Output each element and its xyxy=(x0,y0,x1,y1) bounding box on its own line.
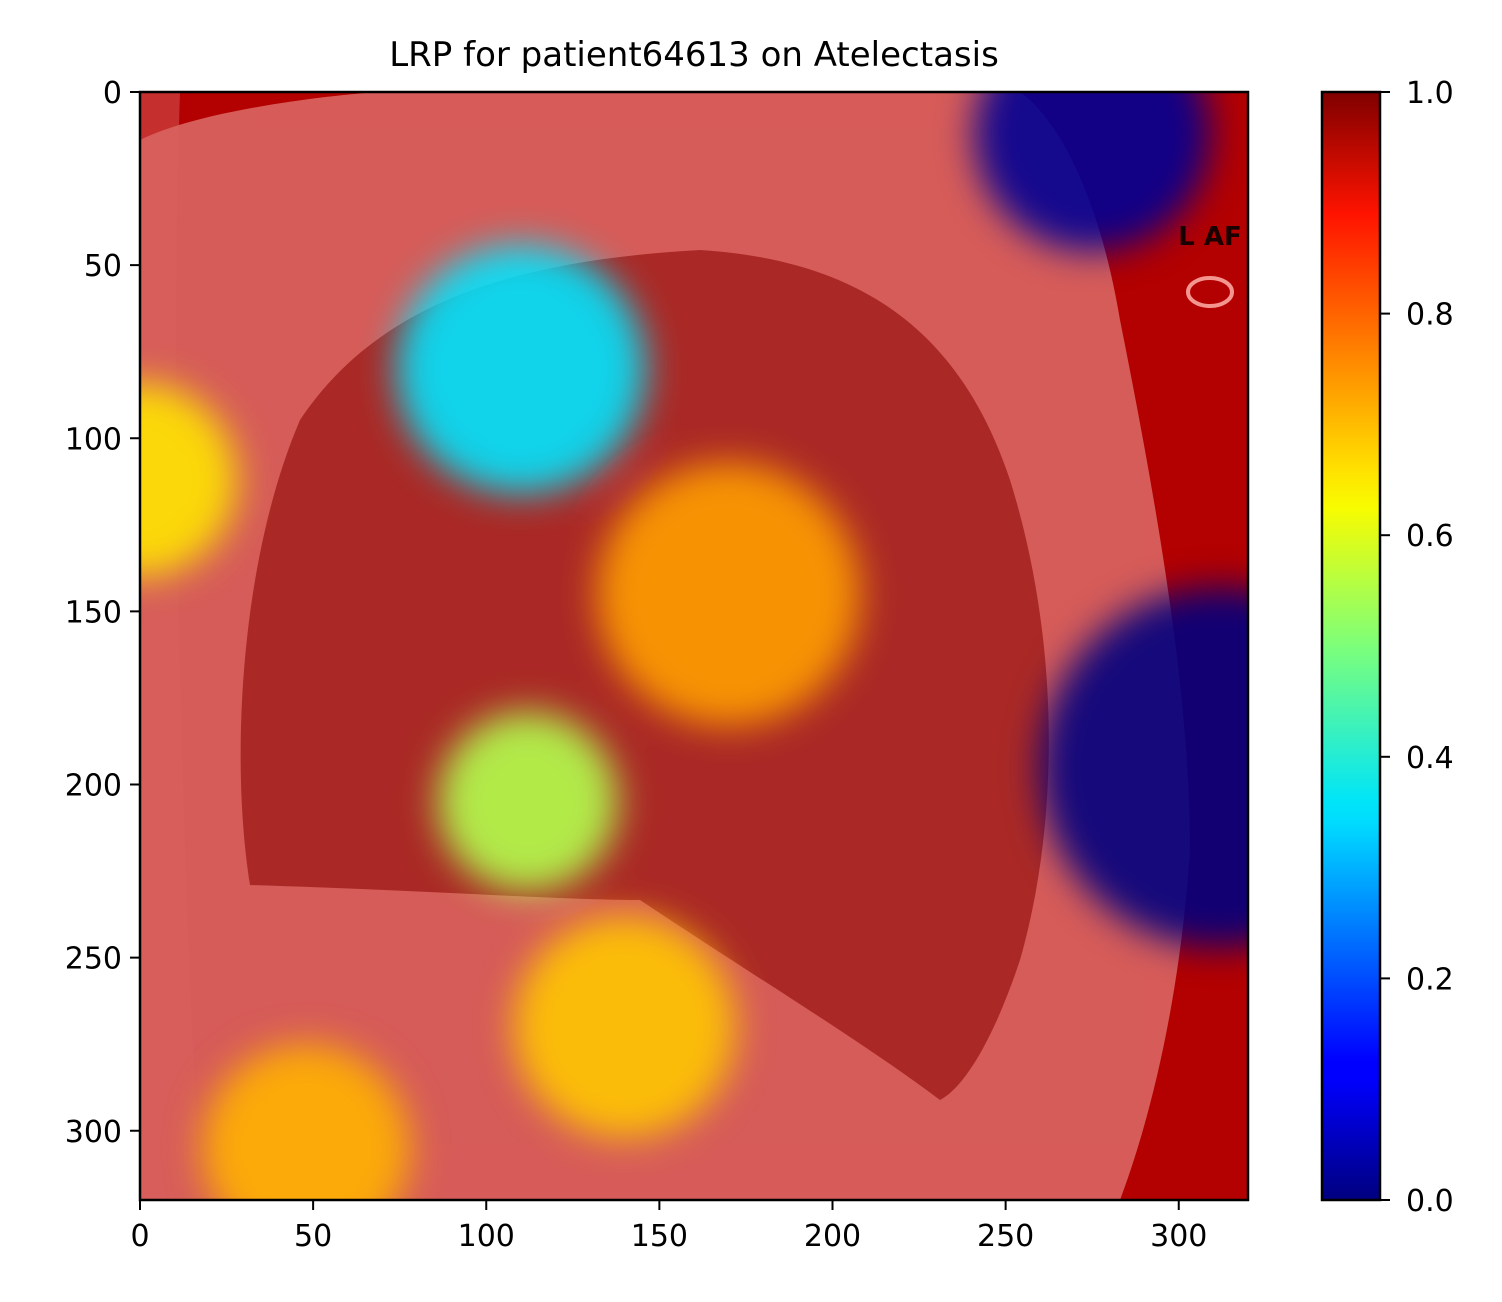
y-axis: 0 50 100 150 200 250 300 xyxy=(65,76,140,1150)
y-tick-label: 300 xyxy=(65,1115,122,1150)
relevance-hotspot xyxy=(202,1044,411,1200)
x-tick-label: 0 xyxy=(130,1219,149,1254)
plot-frame xyxy=(138,90,1250,1202)
colorbar-frame xyxy=(1320,90,1382,1202)
colorbar: 0.0 0.2 0.4 0.6 0.8 1.0 xyxy=(1320,76,1454,1219)
plot-area: L AF xyxy=(140,92,1248,1200)
relevance-hotspot xyxy=(396,244,646,494)
relevance-hotspot xyxy=(597,462,861,726)
colorbar-tick-label: 0.6 xyxy=(1406,519,1454,554)
x-axis: 0 50 100 150 200 250 300 xyxy=(130,1200,1207,1254)
relevance-hotspot xyxy=(437,711,618,892)
colorbar-tick-label: 0.0 xyxy=(1406,1184,1454,1219)
colorbar-tick-label: 0.4 xyxy=(1406,741,1454,776)
relevance-hotspots xyxy=(140,92,1248,1200)
relevance-hotspot xyxy=(140,382,237,577)
image-marker-ring xyxy=(1186,276,1234,308)
x-tick-label: 300 xyxy=(1150,1219,1207,1254)
y-tick-label: 0 xyxy=(103,76,122,111)
x-tick-label: 50 xyxy=(294,1219,332,1254)
colorbar-gradient xyxy=(1322,92,1380,1200)
colorbar-ticks: 0.0 0.2 0.4 0.6 0.8 1.0 xyxy=(1380,76,1454,1219)
image-marker: L AF xyxy=(1178,222,1242,308)
colorbar-tick-label: 0.8 xyxy=(1406,298,1454,333)
x-tick-label: 250 xyxy=(977,1219,1034,1254)
x-tick-label: 150 xyxy=(631,1219,688,1254)
y-tick-label: 200 xyxy=(65,769,122,804)
spine-shadow xyxy=(140,92,200,1200)
colorbar-tick-label: 0.2 xyxy=(1406,962,1454,997)
relevance-hotspot xyxy=(1040,587,1248,948)
x-tick-label: 100 xyxy=(458,1219,515,1254)
image-marker-text: L AF xyxy=(1178,222,1242,252)
relevance-hotspot xyxy=(974,92,1210,252)
y-tick-label: 250 xyxy=(65,942,122,977)
y-tick-label: 50 xyxy=(84,249,122,284)
y-tick-label: 150 xyxy=(65,595,122,630)
relevance-hotspot xyxy=(513,916,736,1138)
chart-title: LRP for patient64613 on Atelectasis xyxy=(389,35,999,75)
y-tick-label: 100 xyxy=(65,422,122,457)
x-tick-label: 200 xyxy=(804,1219,861,1254)
colorbar-tick-label: 1.0 xyxy=(1406,76,1454,111)
